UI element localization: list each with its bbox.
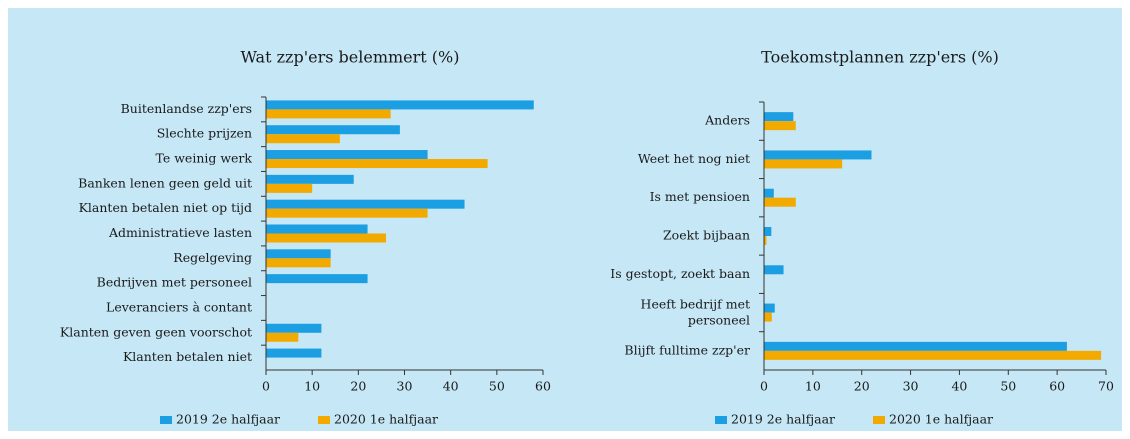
x-tick-label: 20 [854,379,870,394]
bar [266,249,331,259]
legend-label: 2019 2e halfjaar [731,412,835,427]
legend-swatch [160,416,172,424]
y-tick-label: Anders [704,113,750,128]
bar [266,274,368,284]
bar [764,121,796,131]
bar [764,236,767,245]
bar [764,150,872,160]
bar [764,197,796,207]
legend-swatch [715,416,727,424]
x-tick-label: 0 [760,379,768,394]
legend-label: 2020 1e halfjaar [889,412,993,427]
x-tick-label: 60 [1049,379,1065,394]
bar [764,303,775,313]
y-tick-label: Klanten geven geen voorschot [60,324,252,339]
bar [764,312,772,322]
bar [764,350,1102,360]
bar [764,188,774,198]
bar [266,208,428,218]
bar [764,227,772,236]
bar [266,109,391,119]
y-tick-label: Administratieve lasten [108,225,252,240]
x-tick-label: 20 [350,379,366,394]
bar [266,233,387,243]
bar [266,348,322,358]
x-tick-label: 60 [535,379,551,394]
legend-swatch [873,416,885,424]
bar [764,159,843,169]
bar [266,100,534,110]
y-tick-label: Heeft bedrijf met personeel [641,296,750,327]
bar [266,258,331,268]
y-tick-label: Regelgeving [173,250,252,265]
bar [266,134,340,144]
y-tick-label: Is met pensioen [650,189,750,204]
bar [764,265,784,275]
y-tick-label: Weet het nog niet [638,151,750,166]
y-tick-label: Blijft fulltime zzp'er [624,342,750,357]
y-tick-label: Klanten betalen niet [123,349,252,364]
bar [266,150,428,160]
x-tick-label: 70 [1098,379,1114,394]
y-tick-label: Te weinig werk [155,151,252,166]
bar [266,199,465,209]
y-tick-label: Slechte prijzen [157,126,252,141]
bar [266,159,488,169]
y-tick-label: Zoekt bijbaan [663,228,750,243]
legend-swatch [318,416,330,424]
chart-title: Wat zzp'ers belemmert (%) [241,48,460,67]
y-tick-label: Buitenlandse zzp'ers [121,101,252,116]
y-tick-label: Leveranciers à contant [106,299,252,314]
bar [266,174,354,184]
x-tick-label: 40 [951,379,967,394]
bar [764,112,794,122]
legend-label: 2020 1e halfjaar [334,412,438,427]
y-tick-label: Banken lenen geen geld uit [78,175,252,190]
x-tick-label: 30 [903,379,919,394]
bar [266,183,313,193]
x-tick-label: 40 [443,379,459,394]
y-tick-label: Bedrijven met personeel [97,275,252,290]
x-tick-label: 50 [1000,379,1016,394]
bar [764,341,1067,351]
bar [266,332,299,342]
x-tick-label: 50 [489,379,505,394]
bar [266,323,322,333]
x-tick-label: 10 [805,379,821,394]
bar [266,125,400,135]
chart-title: Toekomstplannen zzp'ers (%) [761,48,999,67]
y-tick-label: Is gestopt, zoekt baan [610,266,750,281]
y-tick-label: Klanten betalen niet op tijd [79,200,252,215]
panel [8,8,1122,431]
bar [266,224,368,234]
x-tick-label: 10 [304,379,320,394]
legend-label: 2019 2e halfjaar [176,412,280,427]
x-tick-label: 0 [262,379,270,394]
x-tick-label: 30 [397,379,413,394]
